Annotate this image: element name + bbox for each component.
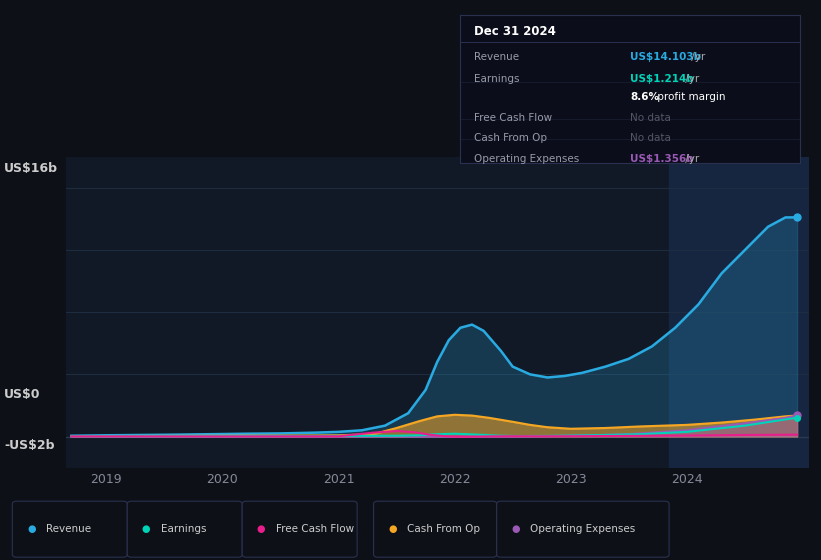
Text: Operating Expenses: Operating Expenses [530,524,635,534]
Text: US$14.103b: US$14.103b [630,52,701,62]
Text: US$16b: US$16b [4,162,58,175]
Text: ●: ● [388,524,397,534]
Text: US$0: US$0 [4,388,40,402]
Text: Revenue: Revenue [46,524,91,534]
Text: ●: ● [257,524,265,534]
Text: ●: ● [142,524,150,534]
Text: Free Cash Flow: Free Cash Flow [276,524,354,534]
Text: US$1.356b: US$1.356b [630,154,694,164]
Text: Cash From Op: Cash From Op [474,133,547,143]
Text: Cash From Op: Cash From Op [407,524,480,534]
Text: /yr: /yr [682,154,699,164]
Text: /yr: /yr [682,74,699,84]
Text: Earnings: Earnings [474,74,519,84]
Text: profit margin: profit margin [654,92,726,102]
Text: ●: ● [511,524,520,534]
Bar [669,157,821,468]
Text: Operating Expenses: Operating Expenses [474,154,579,164]
Text: Dec 31 2024: Dec 31 2024 [474,25,556,39]
Text: Earnings: Earnings [161,524,206,534]
Text: No data: No data [630,113,671,123]
Text: No data: No data [630,133,671,143]
Text: US$1.214b: US$1.214b [630,74,694,84]
Text: -US$2b: -US$2b [4,438,55,452]
Text: Free Cash Flow: Free Cash Flow [474,113,552,123]
Text: Revenue: Revenue [474,52,519,62]
Text: /yr: /yr [688,52,705,62]
Text: 8.6%: 8.6% [630,92,659,102]
Text: ●: ● [27,524,35,534]
